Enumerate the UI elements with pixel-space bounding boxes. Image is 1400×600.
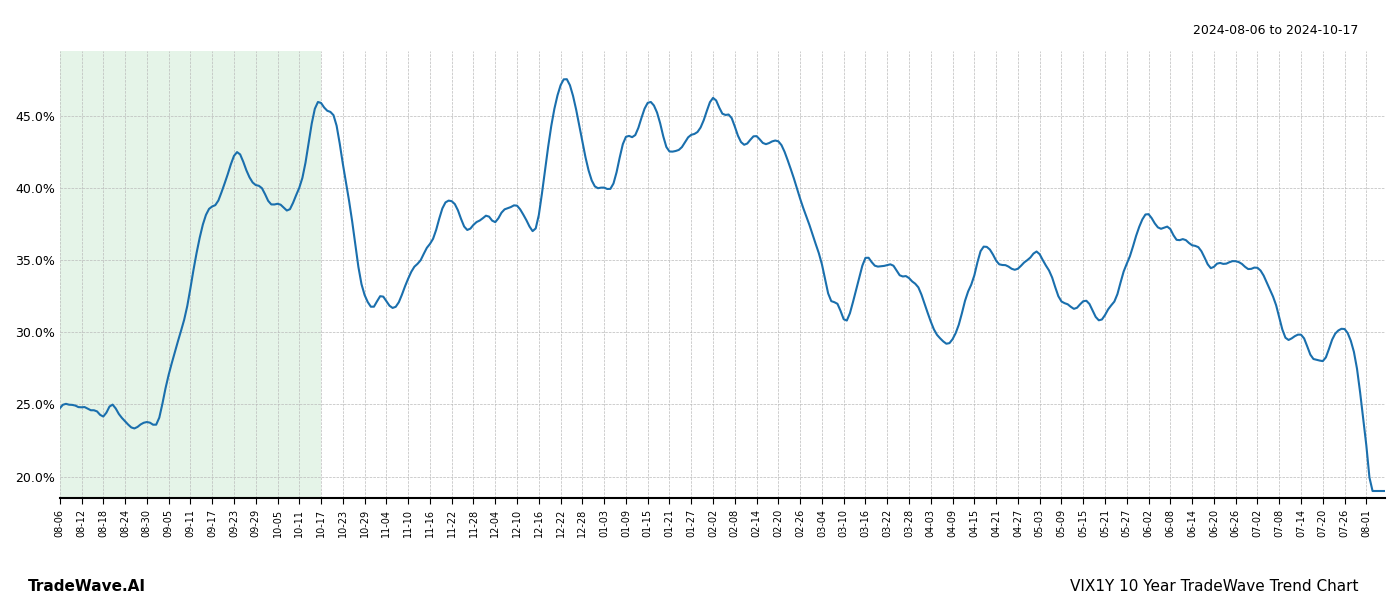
Text: VIX1Y 10 Year TradeWave Trend Chart: VIX1Y 10 Year TradeWave Trend Chart	[1070, 579, 1358, 594]
Bar	[60, 51, 321, 498]
Text: 2024-08-06 to 2024-10-17: 2024-08-06 to 2024-10-17	[1193, 24, 1358, 37]
Text: TradeWave.AI: TradeWave.AI	[28, 579, 146, 594]
